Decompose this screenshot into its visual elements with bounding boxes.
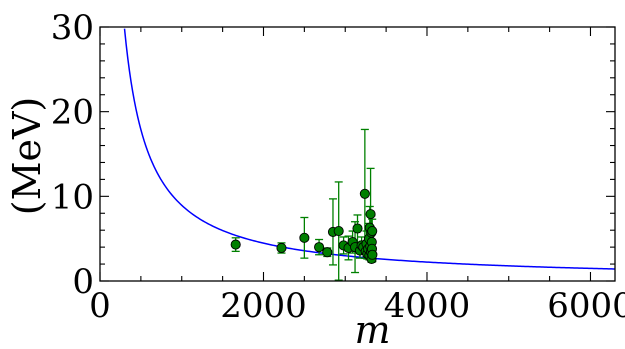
data-point [230,239,241,250]
x-tick-label: 0 [89,286,111,326]
plot-content [123,28,615,281]
x-tick-label: 6000 [547,286,625,326]
data-point [359,188,370,199]
axis-ticks [99,26,615,282]
x-tick-label: 4000 [384,286,471,326]
plot-frame [99,26,616,282]
data-point [322,247,333,258]
data-point [365,209,376,220]
data-point [367,225,378,237]
y-tick-label: 30 [51,8,94,48]
data-point [352,223,363,234]
data-point [299,232,310,243]
x-tick-label: 2000 [220,286,307,326]
data-point [333,225,344,237]
x-axis-label: m [354,308,390,349]
y-axis-label: (MeV) [5,97,49,216]
y-tick-label: 10 [51,177,94,217]
data-point [276,242,287,254]
y-tick-label: 20 [51,93,94,133]
data-point [367,249,378,260]
plot-area [123,28,615,281]
tick-labels: 0 2000 4000 6000 0 10 20 30 [51,8,625,326]
y-tick-label: 0 [72,262,94,302]
data-point [314,242,325,253]
